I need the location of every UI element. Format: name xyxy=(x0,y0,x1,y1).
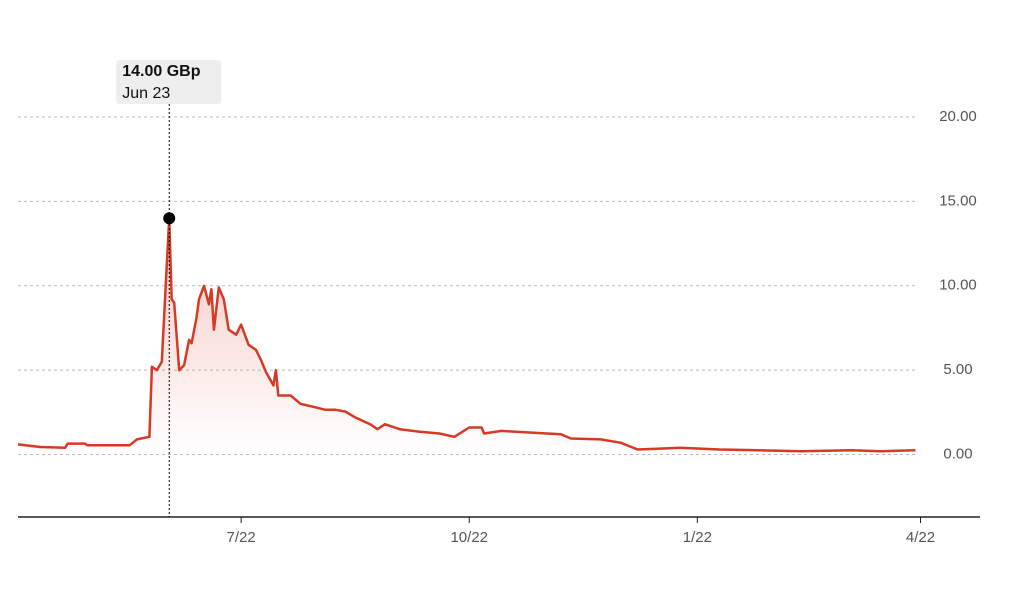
tooltip-box xyxy=(116,60,222,104)
y-tick-label: 0.00 xyxy=(943,446,972,463)
tooltip-value: 14.00 GBp xyxy=(122,63,200,80)
x-tick-label: 10/22 xyxy=(450,529,488,546)
area xyxy=(18,218,916,455)
y-tick-label: 15.00 xyxy=(939,192,977,209)
x-tick-label: 7/22 xyxy=(227,529,256,546)
tooltip-date: Jun 23 xyxy=(122,85,170,102)
line xyxy=(17,217,916,453)
y-tick-label: 20.00 xyxy=(939,108,977,125)
y-tick-label: 5.00 xyxy=(943,361,972,378)
y-tick-label: 10.00 xyxy=(939,277,977,294)
x-tick-label: 1/22 xyxy=(683,529,712,546)
x-tick-label: 4/22 xyxy=(906,529,935,546)
highlight-point xyxy=(163,212,176,225)
